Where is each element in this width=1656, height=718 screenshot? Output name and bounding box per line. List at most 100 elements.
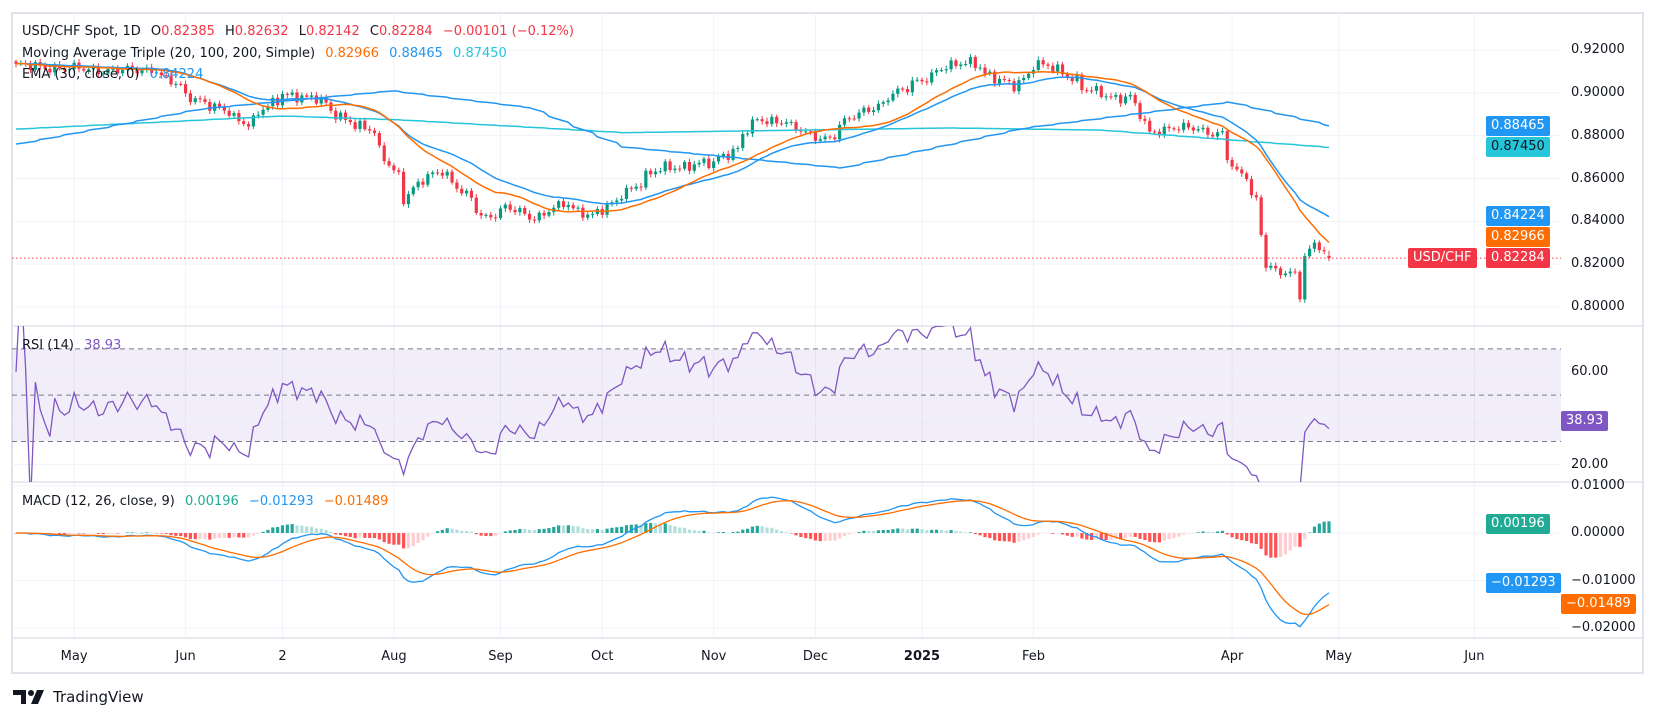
candle-body	[741, 133, 745, 149]
candle	[1104, 93, 1108, 101]
candle	[586, 211, 590, 221]
macd-line-value: −0.01293	[248, 494, 314, 509]
macd-histogram-bar	[120, 533, 125, 534]
price-axis-label: 0.86000	[1571, 170, 1625, 186]
candle	[905, 85, 910, 96]
candle-body	[28, 63, 33, 70]
macd-badge: 0.00196	[1486, 513, 1550, 534]
macd-histogram-bar	[179, 533, 183, 537]
macd-histogram-bar	[799, 533, 803, 538]
candle-body	[891, 93, 895, 101]
close-label: C	[369, 24, 379, 39]
candle-body	[1056, 64, 1060, 72]
candle-body	[692, 164, 696, 171]
macd-histogram-bar	[547, 528, 551, 533]
candle	[1308, 245, 1312, 259]
macd-histogram-bar	[692, 530, 696, 533]
macd-histogram-bar	[1002, 533, 1006, 542]
candle-body	[1085, 90, 1089, 92]
macd-histogram-bar	[1220, 530, 1225, 533]
macd-histogram-bar	[629, 524, 633, 533]
candle	[1201, 124, 1205, 133]
candle-body	[867, 107, 871, 112]
macd-histogram-bar	[1152, 533, 1157, 543]
candle-body	[745, 133, 750, 135]
candle	[658, 167, 662, 174]
macd-histogram-bar	[731, 532, 735, 533]
macd-histogram-bar	[290, 524, 294, 533]
candle	[319, 94, 323, 108]
macd-histogram-bar	[968, 532, 973, 533]
candle-body	[886, 100, 890, 103]
tradingview-logo[interactable]: TradingView	[13, 688, 144, 706]
candle	[1191, 125, 1195, 135]
macd-histogram-bar	[343, 533, 348, 537]
low-value: 0.82142	[305, 24, 360, 39]
candle-body	[624, 187, 629, 199]
candle	[518, 205, 522, 216]
candle-body	[852, 118, 856, 120]
candle	[1240, 166, 1244, 178]
time-axis-label: 2	[278, 649, 287, 664]
macd-histogram-bar	[53, 533, 57, 534]
candle-body	[116, 68, 120, 74]
candle	[532, 216, 537, 224]
candle	[353, 119, 357, 132]
candle-body	[1312, 242, 1317, 249]
macd-histogram-bar	[896, 528, 900, 533]
candle	[566, 201, 570, 211]
macd-histogram-bar	[174, 533, 178, 536]
price-badge: 0.88465	[1486, 115, 1550, 136]
candle	[227, 107, 231, 119]
macd-histogram-bar	[571, 525, 575, 533]
macd-histogram-bar	[1080, 533, 1084, 539]
macd-legend[interactable]: MACD (12, 26, close, 9) 0.00196 −0.01293…	[22, 494, 394, 510]
macd-histogram-bar	[736, 531, 740, 533]
candle	[881, 100, 885, 107]
candle-body	[242, 121, 246, 125]
rsi-legend[interactable]: RSI (14) 38.93	[22, 338, 127, 354]
macd-histogram-bar	[426, 533, 430, 537]
macd-histogram-bar	[1138, 533, 1142, 539]
candle	[1288, 267, 1292, 278]
macd-histogram-bar	[111, 533, 115, 534]
macd-histogram-bar	[460, 530, 464, 533]
ema-legend[interactable]: EMA (30, close, 0) 0.84224	[22, 67, 209, 83]
candle	[1225, 129, 1229, 164]
candle-body	[1177, 129, 1181, 131]
macd-histogram-bar	[1283, 533, 1287, 555]
macd-title: MACD (12, 26, close, 9)	[22, 494, 175, 509]
candle	[949, 57, 953, 73]
macd-histogram-bar	[154, 533, 159, 534]
candle	[852, 115, 856, 122]
candle-body	[973, 57, 977, 69]
candle-body	[1065, 74, 1069, 78]
candle	[1230, 157, 1234, 170]
candle-body	[392, 165, 396, 171]
macd-histogram-bar	[1094, 533, 1099, 540]
macd-histogram-bar	[474, 533, 478, 535]
candle	[581, 204, 585, 221]
macd-histogram-bar	[300, 525, 304, 533]
candle	[1022, 74, 1026, 84]
macd-histogram-bar	[256, 533, 260, 534]
rsi-line	[15, 326, 1330, 482]
candle	[1249, 175, 1254, 199]
macd-histogram-bar	[1259, 533, 1263, 549]
candle	[1002, 75, 1006, 83]
candle	[1235, 162, 1239, 172]
candle-body	[542, 212, 546, 216]
macd-histogram-bar	[639, 524, 643, 533]
candle-body	[1308, 248, 1312, 257]
macd-histogram-bar	[978, 533, 982, 536]
macd-histogram-bar	[634, 524, 638, 533]
candle-body	[96, 66, 100, 75]
candle-body	[1157, 131, 1162, 136]
candle-body	[823, 136, 827, 140]
macd-histogram-bar	[663, 523, 667, 533]
macd-histogram-bar	[77, 533, 81, 534]
macd-histogram-bar	[1327, 521, 1331, 533]
candle-body	[668, 161, 672, 171]
ma-legend[interactable]: Moving Average Triple (20, 100, 200, Sim…	[22, 46, 513, 62]
